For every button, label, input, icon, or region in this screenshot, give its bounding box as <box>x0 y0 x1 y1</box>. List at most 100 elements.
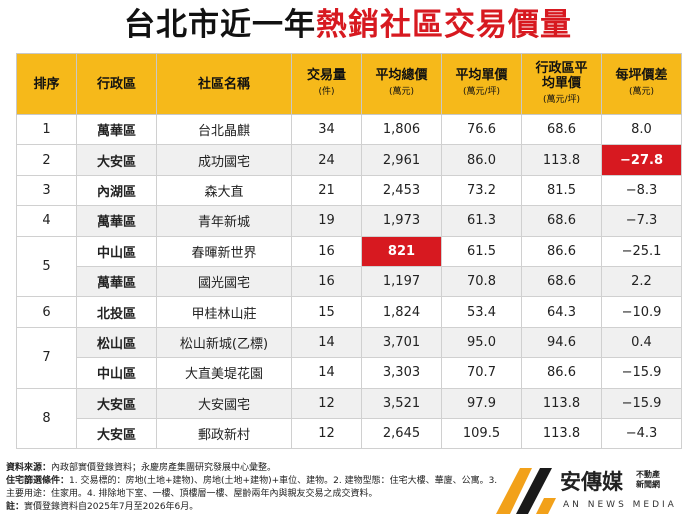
unit-price-cell: 109.5 <box>441 417 522 450</box>
unit-price-cell: 61.5 <box>441 235 522 267</box>
table-row: 萬華區 國光國宅 16 1,197 70.8 68.6 2.2 <box>17 265 682 298</box>
header-district: 行政區 <box>76 53 157 115</box>
district-cell: 萬華區 <box>76 205 157 237</box>
district-avg-cell: 113.8 <box>521 417 602 450</box>
district-avg-cell: 64.3 <box>521 296 602 328</box>
footnotes: 資料來源：內政部實價登錄資料；永慶房產集團研究發展中心彙整。 住宅篩選條件：1.… <box>6 462 506 514</box>
total-price-cell: 2,645 <box>361 417 442 450</box>
total-price-highlight: 821 <box>361 235 442 267</box>
logo-name: 安傳媒 <box>560 470 623 494</box>
district-cell: 萬華區 <box>76 113 157 146</box>
table-row: 4 萬華區 青年新城 19 1,973 61.3 68.6 −7.3 <box>16 205 682 237</box>
rank-cell: 8 <box>16 387 77 450</box>
unit-price-cell: 70.8 <box>441 265 522 298</box>
table-row: 1 萬華區 台北晶麒 34 1,806 76.6 68.6 8.0 <box>16 113 682 146</box>
header-volume: 交易量 (件) <box>291 53 362 115</box>
header-avg-total: 平均總價 (萬元) <box>361 53 442 115</box>
community-cell: 森大直 <box>156 174 292 207</box>
total-price-cell: 1,973 <box>361 205 442 237</box>
rank-cell: 4 <box>16 205 77 237</box>
page-title: 台北市近一年熱銷社區交易價量 <box>0 4 696 46</box>
unit-price-cell: 86.0 <box>441 144 522 176</box>
header-avg-unit: 平均單價 (萬元/坪) <box>441 53 522 115</box>
district-avg-cell: 86.6 <box>521 357 602 389</box>
logo-subtitle: 不動產 新聞網 <box>636 470 660 489</box>
total-price-cell: 1,806 <box>361 113 442 146</box>
rank-cell: 7 <box>16 326 77 389</box>
table-row: 2 大安區 成功國宅 24 2,961 86.0 113.8 −27.8 <box>16 144 682 176</box>
volume-cell: 21 <box>291 174 362 207</box>
volume-cell: 16 <box>291 235 362 267</box>
community-cell: 春暉新世界 <box>156 235 292 267</box>
district-cell: 內湖區 <box>76 174 157 207</box>
table-row: 6 北投區 甲桂林山莊 15 1,824 53.4 64.3 −10.9 <box>16 296 682 328</box>
unit-price-cell: 73.2 <box>441 174 522 207</box>
volume-cell: 19 <box>291 205 362 237</box>
rank-cell: 5 <box>16 235 77 298</box>
total-price-cell: 3,303 <box>361 357 442 389</box>
price-diff-cell: −15.9 <box>601 357 682 389</box>
volume-cell: 24 <box>291 144 362 176</box>
header-rank: 排序 <box>16 53 77 115</box>
logo-english: AN NEWS MEDIA <box>563 500 677 510</box>
price-diff-cell: −15.9 <box>601 387 682 419</box>
volume-cell: 14 <box>291 357 362 389</box>
volume-cell: 14 <box>291 326 362 359</box>
price-diff-cell: 8.0 <box>601 113 682 146</box>
table-row: 5 中山區 春暉新世界 16 821 61.5 86.6 −25.1 <box>16 235 682 298</box>
price-diff-cell: −10.9 <box>601 296 682 328</box>
volume-cell: 12 <box>291 417 362 450</box>
community-cell: 郵政新村 <box>156 417 292 450</box>
district-avg-cell: 68.6 <box>521 265 602 298</box>
criteria-note: 住宅篩選條件：1. 交易標的：房地(土地+建物)、房地(土地+建物)+車位、建物… <box>6 476 498 499</box>
community-cell: 松山新城(乙標) <box>156 326 292 359</box>
community-cell: 大安國宅 <box>156 387 292 419</box>
total-price-cell: 2,453 <box>361 174 442 207</box>
district-cell: 萬華區 <box>76 265 157 298</box>
header-district-avg: 行政區平均單價 (萬元/坪) <box>521 53 602 115</box>
unit-price-cell: 61.3 <box>441 205 522 237</box>
district-cell: 大安區 <box>76 417 157 450</box>
price-diff-highlight: −27.8 <box>601 144 682 176</box>
community-cell: 大直美堤花園 <box>156 357 292 389</box>
table-row: 3 內湖區 森大直 21 2,453 73.2 81.5 −8.3 <box>16 174 682 207</box>
price-diff-cell: −7.3 <box>601 205 682 237</box>
source-note: 資料來源：內政部實價登錄資料；永慶房產集團研究發展中心彙整。 <box>6 463 277 473</box>
volume-cell: 34 <box>291 113 362 146</box>
price-diff-cell: −8.3 <box>601 174 682 207</box>
table-row: 8 大安區 大安國宅 12 3,521 97.9 113.8 −15.9 <box>16 387 682 450</box>
unit-price-cell: 53.4 <box>441 296 522 328</box>
community-cell: 成功國宅 <box>156 144 292 176</box>
district-avg-cell: 94.6 <box>521 326 602 359</box>
district-avg-cell: 81.5 <box>521 174 602 207</box>
an-news-media-logo-icon <box>496 468 556 514</box>
volume-cell: 12 <box>291 387 362 419</box>
community-cell: 國光國宅 <box>156 265 292 298</box>
table-row: 中山區 大直美堤花園 14 3,303 70.7 86.6 −15.9 <box>17 357 682 389</box>
title-part-2: 熱銷社區交易價量 <box>316 7 572 43</box>
rank-cell: 3 <box>16 174 77 207</box>
volume-cell: 16 <box>291 265 362 298</box>
table-row: 7 松山區 松山新城(乙標) 14 3,701 95.0 94.6 0.4 <box>16 326 682 389</box>
total-price-cell: 3,701 <box>361 326 442 359</box>
total-price-cell: 1,824 <box>361 296 442 328</box>
district-cell: 中山區 <box>76 235 157 267</box>
district-avg-cell: 68.6 <box>521 205 602 237</box>
community-cell: 青年新城 <box>156 205 292 237</box>
unit-price-cell: 76.6 <box>441 113 522 146</box>
district-avg-cell: 86.6 <box>521 235 602 267</box>
district-avg-cell: 113.8 <box>521 144 602 176</box>
district-cell: 北投區 <box>76 296 157 328</box>
header-diff: 每坪價差 (萬元) <box>601 53 682 115</box>
price-diff-cell: 0.4 <box>601 326 682 359</box>
unit-price-cell: 95.0 <box>441 326 522 359</box>
community-cell: 甲桂林山莊 <box>156 296 292 328</box>
table-row: 大安區 郵政新村 12 2,645 109.5 113.8 −4.3 <box>17 417 682 450</box>
district-cell: 中山區 <box>76 357 157 389</box>
unit-price-cell: 97.9 <box>441 387 522 419</box>
title-part-1: 台北市近一年 <box>124 7 316 43</box>
sales-table: 排序 行政區 社區名稱 交易量 (件) 平均總價 (萬元) 平均單價 (萬元/坪) 行… <box>16 53 682 450</box>
district-cell: 松山區 <box>76 326 157 359</box>
unit-price-cell: 70.7 <box>441 357 522 389</box>
rank-cell: 1 <box>16 113 77 146</box>
